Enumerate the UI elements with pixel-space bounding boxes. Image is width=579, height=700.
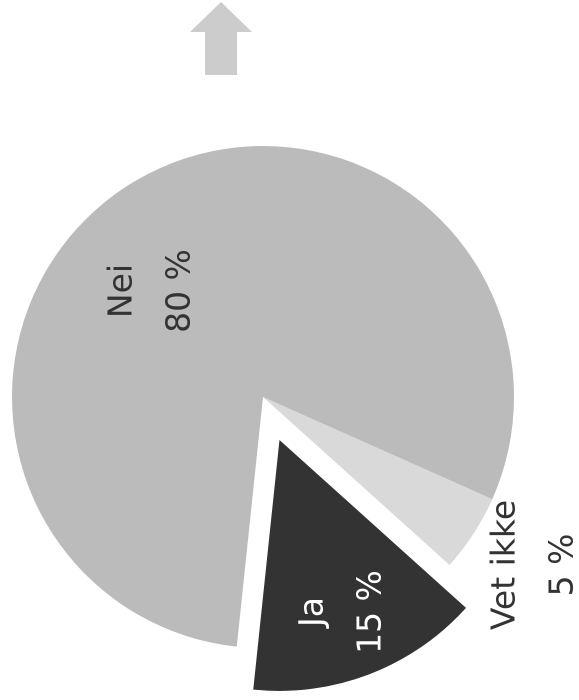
slice-label: Nei 80 % <box>101 249 198 333</box>
value-label: 80 % <box>159 249 198 333</box>
arrow-icon <box>190 2 252 75</box>
pie-slice <box>11 146 514 647</box>
pie-slice <box>253 439 467 691</box>
slice-label: Vet ikke 5 % <box>484 500 579 630</box>
slice-label: Ja 15 % <box>292 570 389 654</box>
pie-slice <box>263 397 493 565</box>
category-label: Ja <box>292 597 331 629</box>
category-label: Nei <box>101 264 140 318</box>
value-label: 15 % <box>350 570 389 654</box>
value-label: 5 % <box>542 534 579 597</box>
category-label: Vet ikke <box>484 500 523 630</box>
